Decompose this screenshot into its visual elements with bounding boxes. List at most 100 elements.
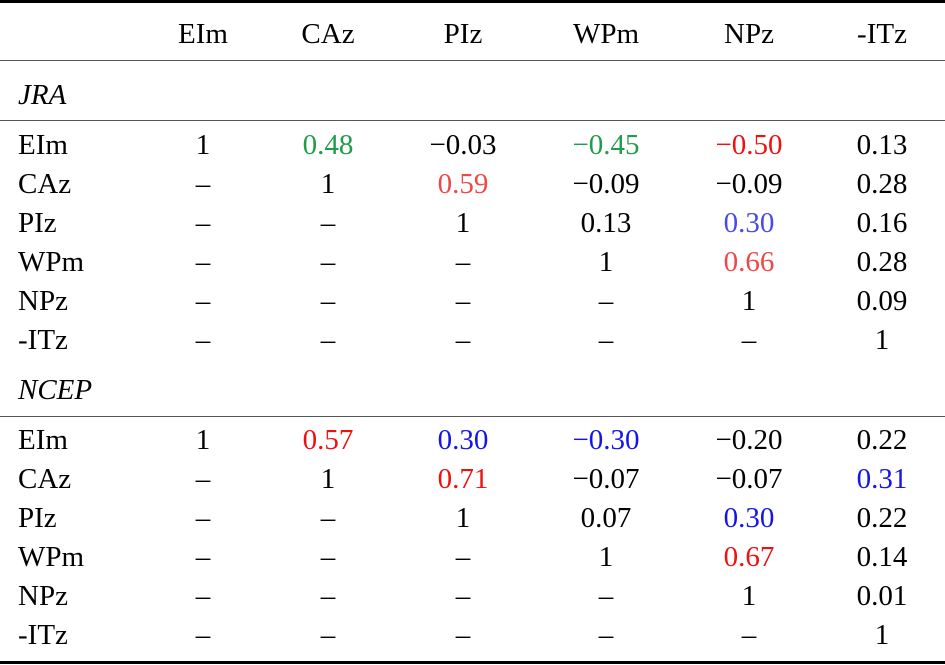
table-cell: –	[598, 324, 614, 356]
table-row: WPm – – – 1 0.66 0.28	[0, 242, 945, 282]
table-cell: −0.09	[572, 168, 640, 200]
table-cell: −0.03	[429, 129, 497, 161]
table-cell: 0.01	[856, 580, 908, 612]
table-cell: −0.07	[715, 463, 783, 495]
table-cell: 0.22	[856, 502, 908, 534]
table-cell: 1	[455, 207, 471, 239]
table-cell: –	[455, 324, 471, 356]
table-cell: –	[598, 619, 614, 651]
table-cell: −0.50	[715, 129, 783, 161]
table-cell: –	[195, 207, 211, 239]
table-cell: −0.07	[572, 463, 640, 495]
table-cell: 1	[874, 324, 890, 356]
table-cell: 0.22	[856, 424, 908, 456]
table-cell: −0.30	[572, 424, 640, 456]
column-header: EIm	[178, 18, 228, 50]
table-row: PIz – – 1 0.13 0.30 0.16	[0, 203, 945, 243]
table-cell: 1	[741, 285, 757, 317]
table-row: NPz – – – – 1 0.09	[0, 281, 945, 321]
table-cell: −0.45	[572, 129, 640, 161]
table-cell: 1	[320, 463, 336, 495]
table-cell: 0.13	[580, 207, 632, 239]
table-cell: 1	[195, 424, 211, 456]
row-label: CAz	[18, 168, 72, 200]
row-label: -ITz	[18, 619, 68, 651]
table-cell: –	[741, 324, 757, 356]
table-cell: 0.28	[856, 246, 908, 278]
table-cell: 1	[874, 619, 890, 651]
column-header: PIz	[443, 18, 483, 50]
row-label: WPm	[18, 541, 85, 573]
table-cell: 1	[598, 246, 614, 278]
table-cell: –	[195, 580, 211, 612]
section-title-jra: JRA	[18, 79, 67, 111]
table-cell: 0.09	[856, 285, 908, 317]
table-row: NPz – – – – 1 0.01	[0, 576, 945, 616]
row-label: PIz	[18, 502, 57, 534]
table-cell: –	[320, 285, 336, 317]
table-cell: 0.66	[723, 246, 775, 278]
column-header: CAz	[301, 18, 355, 50]
table-row: -ITz – – – – – 1	[0, 320, 945, 360]
ncep-section-rule	[0, 416, 945, 417]
table-cell: 0.48	[302, 129, 354, 161]
row-label: NPz	[18, 285, 68, 317]
table-row: CAz – 1 0.71 −0.07 −0.07 0.31	[0, 459, 945, 499]
table-cell: 0.16	[856, 207, 908, 239]
table-cell: 1	[320, 168, 336, 200]
table-cell: 0.07	[580, 502, 632, 534]
row-label: CAz	[18, 463, 72, 495]
row-label: WPm	[18, 246, 85, 278]
table-cell: –	[195, 246, 211, 278]
table-cell: 0.59	[437, 168, 489, 200]
table-cell: –	[195, 285, 211, 317]
table-cell: 0.28	[856, 168, 908, 200]
table-cell: 1	[195, 129, 211, 161]
table-cell: –	[598, 580, 614, 612]
table-cell: –	[741, 619, 757, 651]
header-bottom-rule	[0, 60, 945, 61]
table-cell: –	[320, 502, 336, 534]
table-row: WPm – – – 1 0.67 0.14	[0, 537, 945, 577]
table-cell: 0.30	[437, 424, 489, 456]
table-cell: –	[320, 580, 336, 612]
table-row: PIz – – 1 0.07 0.30 0.22	[0, 498, 945, 538]
row-label: EIm	[18, 424, 68, 456]
table-cell: 1	[598, 541, 614, 573]
table-bottom-rule	[0, 661, 945, 664]
column-header: -ITz	[857, 18, 907, 50]
table-cell: 0.13	[856, 129, 908, 161]
row-label: NPz	[18, 580, 68, 612]
table-cell: –	[455, 541, 471, 573]
table-cell: 0.14	[856, 541, 908, 573]
header-row: EIm CAz PIz WPm NPz -ITz	[0, 14, 945, 54]
column-header: WPm	[572, 18, 640, 50]
jra-section-rule	[0, 120, 945, 121]
table-cell: –	[320, 619, 336, 651]
table-cell: 0.30	[723, 207, 775, 239]
table-cell: –	[320, 541, 336, 573]
column-header: NPz	[724, 18, 774, 50]
table-cell: –	[195, 463, 211, 495]
table-cell: 1	[455, 502, 471, 534]
table-cell: –	[195, 168, 211, 200]
table-top-rule	[0, 0, 945, 3]
table-cell: –	[455, 285, 471, 317]
table-cell: 0.31	[856, 463, 908, 495]
row-label: PIz	[18, 207, 57, 239]
table-cell: 0.67	[723, 541, 775, 573]
table-cell: –	[598, 285, 614, 317]
table-cell: 1	[741, 580, 757, 612]
table-cell: −0.20	[715, 424, 783, 456]
table-cell: –	[455, 246, 471, 278]
table-cell: 0.57	[302, 424, 354, 456]
table-cell: 0.30	[723, 502, 775, 534]
table-cell: –	[455, 580, 471, 612]
table-cell: 0.71	[437, 463, 489, 495]
table-row: EIm 1 0.57 0.30 −0.30 −0.20 0.22	[0, 420, 945, 460]
table-cell: –	[195, 502, 211, 534]
table-row: EIm 1 0.48 −0.03 −0.45 −0.50 0.13	[0, 125, 945, 165]
table-row: -ITz – – – – – 1	[0, 615, 945, 655]
table-cell: –	[320, 246, 336, 278]
table-cell: –	[320, 324, 336, 356]
